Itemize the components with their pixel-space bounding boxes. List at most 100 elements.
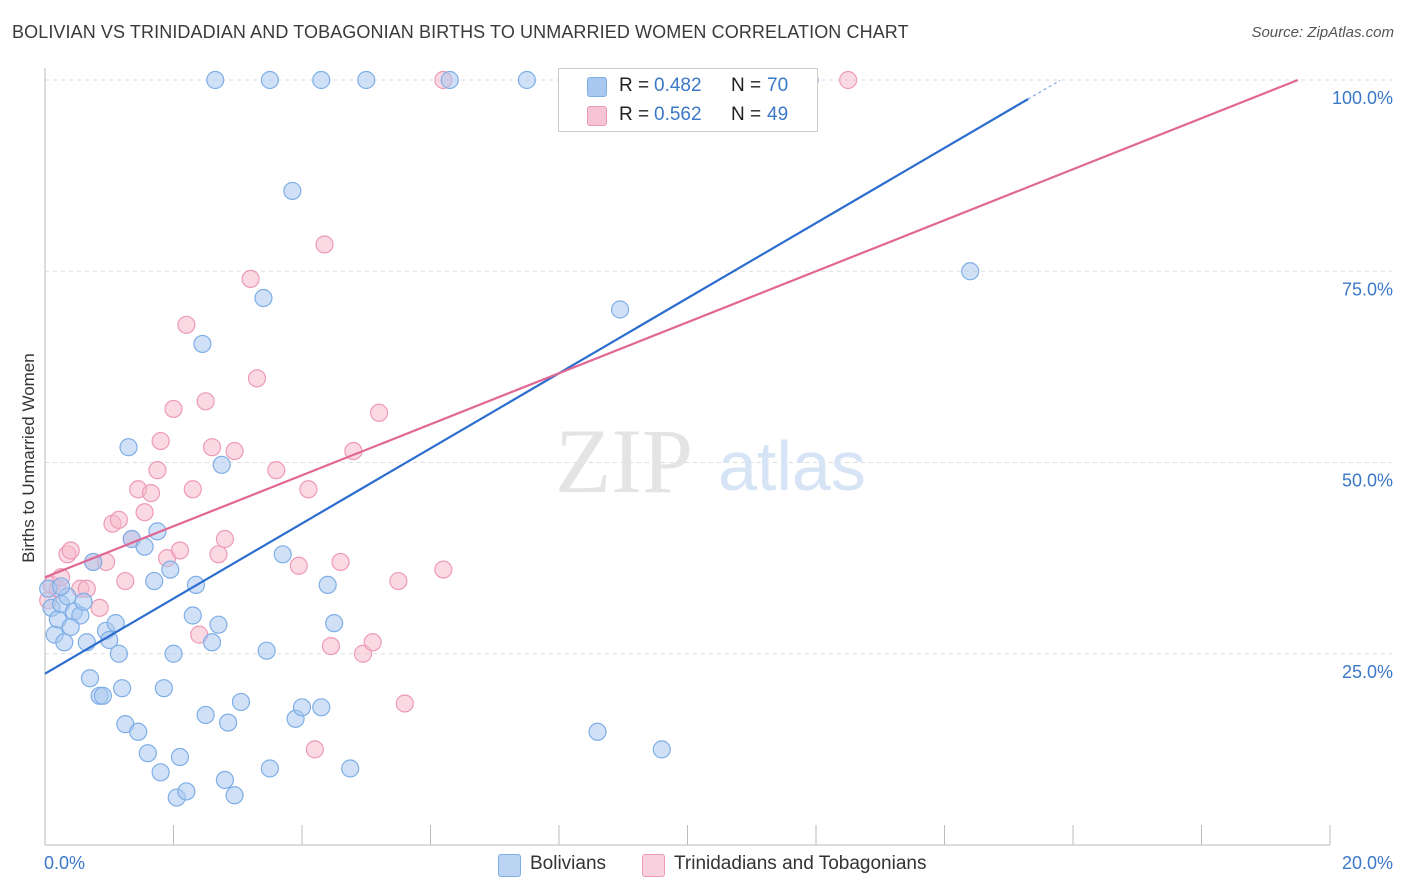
data-point-bolivian [440, 70, 459, 90]
data-point-trinidadian [202, 438, 222, 457]
data-point-trinidadian [370, 403, 389, 422]
data-point-bolivian [129, 722, 148, 741]
r-label: R = [619, 104, 650, 125]
data-point-bolivian [312, 70, 331, 90]
trend-line-trinidadians [44, 78, 1299, 579]
data-point-trinidadian [90, 598, 109, 617]
data-point-bolivian [109, 644, 128, 663]
legend-row-bolivians: R = 0.482 N = 70 [559, 71, 817, 101]
data-point-bolivian [231, 692, 251, 712]
n-label: N = [731, 75, 762, 96]
r-value: 0.562 [654, 104, 702, 125]
data-point-trinidadian [331, 552, 350, 572]
legend-row-trinidadians: R = 0.562 N = 49 [559, 100, 817, 130]
data-point-bolivian [219, 713, 238, 732]
r-label: R = [619, 75, 650, 96]
data-point-trinidadian [61, 541, 80, 560]
data-point-bolivian [93, 686, 112, 705]
data-point-trinidadian [839, 70, 858, 90]
trend-lines [44, 78, 1299, 675]
trend-line-bolivians [44, 98, 1029, 675]
data-point-bolivian [196, 705, 215, 725]
x-tick-label: 20.0% [1342, 853, 1393, 873]
data-point-bolivian [212, 455, 231, 474]
data-point-bolivian [257, 641, 276, 660]
data-point-bolivian [209, 615, 228, 634]
data-point-trinidadian [135, 503, 154, 522]
data-point-bolivian [318, 575, 337, 595]
data-point-trinidadian [225, 441, 244, 461]
data-point-bolivian [193, 334, 212, 354]
series-bolivian-points [39, 70, 980, 807]
data-point-bolivian [183, 606, 202, 625]
data-point-bolivian [55, 633, 74, 652]
series-legend: Bolivians Trinidadians and Tobagonians [0, 851, 1406, 879]
legend-swatch-pink [587, 106, 607, 126]
trend-line-bolivians-extension [1027, 79, 1061, 100]
data-point-trinidadian [141, 484, 161, 503]
correlation-legend: R = 0.482 N = 70 R = 0.562 N = 49 [558, 68, 818, 132]
watermark: ZIP atlas [555, 410, 866, 512]
data-point-bolivian [215, 770, 234, 790]
data-point-bolivian [325, 614, 344, 633]
data-point-bolivian [206, 70, 225, 90]
y-tick-label: 100.0% [1332, 88, 1393, 108]
data-point-bolivian [145, 571, 164, 591]
data-point-trinidadian [164, 399, 183, 419]
legend-label-trinidadians: Trinidadians and Tobagonians [674, 853, 927, 874]
r-value: 0.482 [654, 75, 702, 96]
data-point-bolivian [148, 522, 167, 541]
n-label: N = [731, 104, 762, 125]
watermark-atlas: atlas [718, 427, 866, 505]
data-point-bolivian [119, 438, 138, 457]
data-point-bolivian [588, 722, 607, 741]
data-point-trinidadian [209, 545, 228, 564]
data-point-bolivian [273, 545, 292, 564]
data-point-bolivian [202, 633, 222, 652]
data-point-bolivian [177, 782, 196, 801]
data-point-trinidadian [434, 560, 453, 579]
grid-lines [45, 79, 1392, 655]
watermark-zip: ZIP [555, 410, 693, 512]
data-point-trinidadian [289, 556, 308, 575]
data-point-trinidadian [151, 431, 170, 451]
data-point-trinidadian [315, 235, 334, 254]
data-point-bolivian [260, 70, 279, 90]
data-point-trinidadian [395, 694, 414, 713]
y-tick-label: 50.0% [1342, 471, 1393, 491]
chart-title: BOLIVIAN VS TRINIDADIAN AND TOBAGONIAN B… [12, 22, 909, 42]
n-value: 49 [767, 104, 789, 125]
legend-swatch-trinidadians [642, 854, 665, 877]
data-point-bolivian [517, 70, 536, 90]
data-point-trinidadian [241, 269, 260, 288]
y-axis-label: Births to Unmarried Women [19, 353, 38, 562]
data-point-bolivian [610, 300, 630, 319]
y-tick-label: 75.0% [1342, 279, 1393, 299]
data-point-bolivian [138, 744, 157, 763]
data-point-trinidadian [148, 461, 167, 480]
data-point-bolivian [164, 644, 183, 663]
data-point-trinidadian [109, 510, 128, 529]
legend-swatch-bolivians [498, 854, 521, 877]
data-point-trinidadian [389, 571, 408, 591]
data-point-trinidadian [267, 461, 286, 480]
data-point-trinidadian [305, 740, 324, 759]
data-point-bolivian [74, 592, 93, 611]
x-tick-label: 0.0% [44, 853, 85, 873]
axes [44, 68, 1331, 846]
data-point-trinidadian [363, 633, 382, 652]
data-point-bolivian [292, 698, 312, 717]
data-point-bolivian [652, 740, 671, 759]
tick-labels: 25.0% 50.0% 75.0% 100.0% 0.0% 20.0% [44, 88, 1393, 873]
data-point-trinidadian [196, 392, 215, 411]
y-tick-label: 25.0% [1342, 662, 1393, 682]
data-point-bolivian [254, 288, 273, 308]
data-point-bolivian [260, 759, 279, 778]
data-point-bolivian [357, 70, 376, 90]
data-point-bolivian [154, 679, 173, 698]
data-point-trinidadian [177, 315, 196, 334]
data-point-trinidadian [321, 636, 341, 656]
data-point-bolivian [170, 747, 190, 767]
data-point-trinidadian [116, 571, 135, 591]
